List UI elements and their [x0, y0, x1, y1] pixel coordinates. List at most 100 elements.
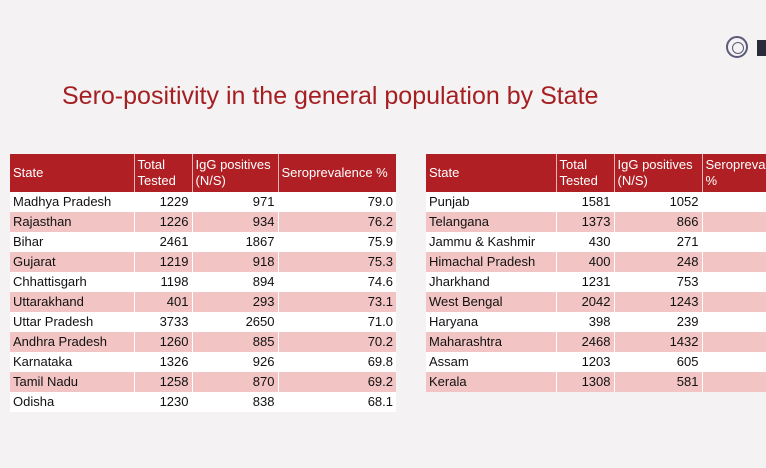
cell-total-tested: 1308	[556, 372, 615, 392]
table-row: Punjab 1581 1052	[426, 192, 766, 212]
table-row: Madhya Pradesh 1229 971 79.0	[10, 192, 396, 212]
cell-seroprevalence	[702, 292, 766, 312]
cell-total-tested: 1230	[134, 392, 193, 412]
cell-state: Jharkhand	[426, 272, 557, 292]
cell-seroprevalence	[702, 352, 766, 372]
cell-igg-positives: 581	[614, 372, 703, 392]
cell-total-tested: 1198	[134, 272, 193, 292]
cell-state: Andhra Pradesh	[10, 332, 135, 352]
table-row: Assam 1203 605	[426, 352, 766, 372]
cell-total-tested: 401	[134, 292, 193, 312]
cell-igg-positives: 248	[614, 252, 703, 272]
cell-igg-positives: 753	[614, 272, 703, 292]
cell-total-tested: 1231	[556, 272, 615, 292]
cell-total-tested: 2468	[556, 332, 615, 352]
table-row: Karnataka 1326 926 69.8	[10, 352, 396, 372]
table-row: Odisha 1230 838 68.1	[10, 392, 396, 412]
table-row: Rajasthan 1226 934 76.2	[10, 212, 396, 232]
cell-seroprevalence	[702, 192, 766, 212]
header-seroprevalence: Seroprevalence %	[702, 154, 766, 192]
table-row: Uttarakhand 401 293 73.1	[10, 292, 396, 312]
header-total-tested: Total Tested	[134, 154, 193, 192]
cell-total-tested: 2461	[134, 232, 193, 252]
cell-total-tested: 1581	[556, 192, 615, 212]
cell-total-tested: 1226	[134, 212, 193, 232]
right-table-body: Punjab 1581 1052 Telangana 1373 866 Jammu & Ka…	[426, 192, 766, 392]
cell-seroprevalence	[702, 312, 766, 332]
table-row: Haryana 398 239	[426, 312, 766, 332]
table-header-row: State Total Tested IgG positives (N/S) S…	[10, 154, 396, 192]
cell-state: Kerala	[426, 372, 557, 392]
cell-total-tested: 400	[556, 252, 615, 272]
table-row: Maharashtra 2468 1432	[426, 332, 766, 352]
cell-total-tested: 398	[556, 312, 615, 332]
cell-seroprevalence: 70.2	[278, 332, 396, 352]
table-row: Himachal Pradesh 400 248	[426, 252, 766, 272]
cell-total-tested: 1203	[556, 352, 615, 372]
table-row: Telangana 1373 866	[426, 212, 766, 232]
institution-logo-icon	[726, 36, 748, 58]
cell-seroprevalence: 74.6	[278, 272, 396, 292]
cell-state: Chhattisgarh	[10, 272, 135, 292]
header-state: State	[10, 154, 135, 192]
cell-state: Himachal Pradesh	[426, 252, 557, 272]
cell-igg-positives: 894	[192, 272, 279, 292]
header-state: State	[426, 154, 557, 192]
cell-igg-positives: 1867	[192, 232, 279, 252]
cell-igg-positives: 239	[614, 312, 703, 332]
cell-state: Haryana	[426, 312, 557, 332]
cell-state: Punjab	[426, 192, 557, 212]
right-seroprevalence-table: State Total Tested IgG positives (N/S) S…	[426, 154, 766, 392]
cell-seroprevalence: 73.1	[278, 292, 396, 312]
cell-seroprevalence: 69.2	[278, 372, 396, 392]
table-header-row: State Total Tested IgG positives (N/S) S…	[426, 154, 766, 192]
cell-igg-positives: 1432	[614, 332, 703, 352]
cell-state: Telangana	[426, 212, 557, 232]
cell-igg-positives: 1052	[614, 192, 703, 212]
cell-state: Karnataka	[10, 352, 135, 372]
cell-total-tested: 1373	[556, 212, 615, 232]
cell-state: Jammu & Kashmir	[426, 232, 557, 252]
cell-seroprevalence	[702, 232, 766, 252]
cell-igg-positives: 293	[192, 292, 279, 312]
cell-seroprevalence	[702, 252, 766, 272]
cell-state: Madhya Pradesh	[10, 192, 135, 212]
cell-state: Gujarat	[10, 252, 135, 272]
cell-state: Rajasthan	[10, 212, 135, 232]
cell-seroprevalence: 69.8	[278, 352, 396, 372]
left-table-body: Madhya Pradesh 1229 971 79.0 Rajasthan 1226 93…	[10, 192, 396, 412]
cell-total-tested: 1260	[134, 332, 193, 352]
cell-seroprevalence	[702, 372, 766, 392]
cell-igg-positives: 926	[192, 352, 279, 372]
cell-igg-positives: 605	[614, 352, 703, 372]
cell-total-tested: 1229	[134, 192, 193, 212]
cell-total-tested: 1258	[134, 372, 193, 392]
cell-seroprevalence	[702, 212, 766, 232]
cell-state: Assam	[426, 352, 557, 372]
table-row: Andhra Pradesh 1260 885 70.2	[10, 332, 396, 352]
cell-total-tested: 3733	[134, 312, 193, 332]
cell-state: West Bengal	[426, 292, 557, 312]
table-row: Chhattisgarh 1198 894 74.6	[10, 272, 396, 292]
cell-seroprevalence	[702, 332, 766, 352]
table-row: Jharkhand 1231 753	[426, 272, 766, 292]
cell-igg-positives: 870	[192, 372, 279, 392]
header-igg-positives: IgG positives (N/S)	[614, 154, 703, 192]
cell-total-tested: 2042	[556, 292, 615, 312]
table-row: Bihar 2461 1867 75.9	[10, 232, 396, 252]
cell-total-tested: 1219	[134, 252, 193, 272]
header-total-tested: Total Tested	[556, 154, 615, 192]
table-row: Jammu & Kashmir 430 271	[426, 232, 766, 252]
cell-seroprevalence: 71.0	[278, 312, 396, 332]
left-seroprevalence-table: State Total Tested IgG positives (N/S) S…	[10, 154, 396, 412]
cell-seroprevalence: 75.9	[278, 232, 396, 252]
cell-igg-positives: 838	[192, 392, 279, 412]
cell-igg-positives: 885	[192, 332, 279, 352]
slide-title: Sero-positivity in the general populatio…	[62, 82, 599, 110]
table-row: Kerala 1308 581	[426, 372, 766, 392]
header-seroprevalence: Seroprevalence %	[278, 154, 396, 192]
cell-igg-positives: 934	[192, 212, 279, 232]
cell-state: Tamil Nadu	[10, 372, 135, 392]
cell-igg-positives: 866	[614, 212, 703, 232]
cell-seroprevalence: 79.0	[278, 192, 396, 212]
